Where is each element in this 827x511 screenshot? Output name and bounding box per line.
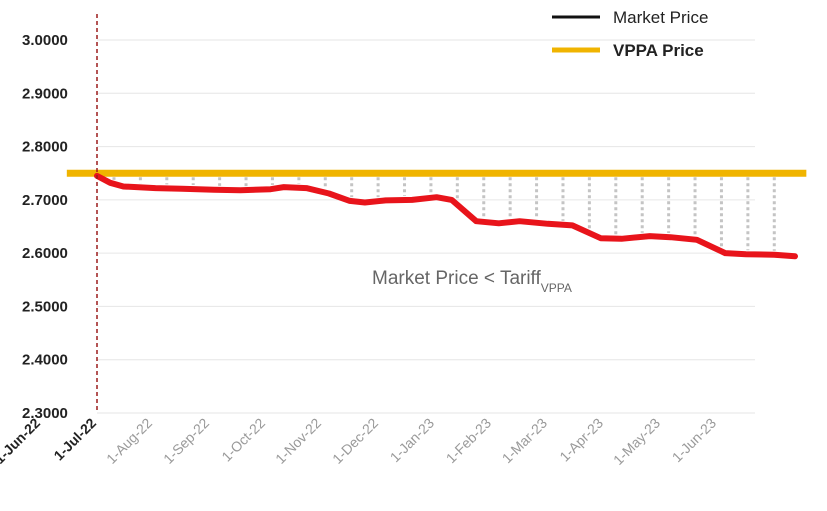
- annotation-subscript: VPPA: [541, 281, 572, 295]
- y-tick-label: 3.0000: [22, 32, 68, 49]
- annotation-main: Market Price < Tariff: [372, 268, 541, 289]
- x-tick-label: 1-Mar-23: [499, 415, 551, 467]
- x-tick-label: 1-Sep-22: [160, 415, 212, 467]
- grid-lines: [97, 39, 755, 414]
- y-tick-label: 2.8000: [22, 139, 68, 156]
- x-tick-label: 1-Aug-22: [103, 415, 155, 467]
- x-tick-label: 1-Dec-22: [329, 415, 381, 467]
- x-tick-label: 1-Jun-22: [0, 415, 43, 467]
- y-tick-label: 2.7000: [22, 192, 68, 209]
- series-line-market-price: [94, 172, 798, 260]
- x-tick-label: 1-Apr-23: [556, 415, 606, 465]
- x-tick-label: 1-Jan-23: [387, 415, 438, 466]
- legend-label-vppa-price: VPPA Price: [613, 41, 704, 60]
- y-axis-ticks: 2.3000 2.4000 2.5000 2.6000 2.7000 2.8000 2.90…: [22, 32, 68, 422]
- y-tick-label: 2.5000: [22, 298, 68, 315]
- y-tick-label: 2.3000: [22, 405, 68, 422]
- x-axis-ticks: 1-Jun-22 1-Jul-22 1-Aug-22 1-Sep-22 1-Oct-22…: [0, 415, 719, 468]
- x-tick-label: 1-Jun-23: [669, 415, 720, 466]
- price-gap-hatching: [112, 177, 776, 251]
- x-tick-label: 1-Nov-22: [272, 415, 324, 467]
- x-tick-label: 1-May-23: [610, 415, 663, 468]
- annotation-text: Market Price < TariffVPPA: [372, 268, 572, 295]
- y-tick-label: 2.6000: [22, 245, 68, 262]
- legend: Market Price VPPA Price: [552, 8, 708, 60]
- y-tick-label: 2.4000: [22, 352, 68, 369]
- x-tick-label: 1-Feb-23: [443, 415, 495, 467]
- series-lines: [66, 169, 807, 260]
- x-tick-label: 1-Oct-22: [218, 415, 268, 465]
- legend-label-market-price: Market Price: [613, 8, 708, 27]
- y-tick-label: 2.9000: [22, 85, 68, 102]
